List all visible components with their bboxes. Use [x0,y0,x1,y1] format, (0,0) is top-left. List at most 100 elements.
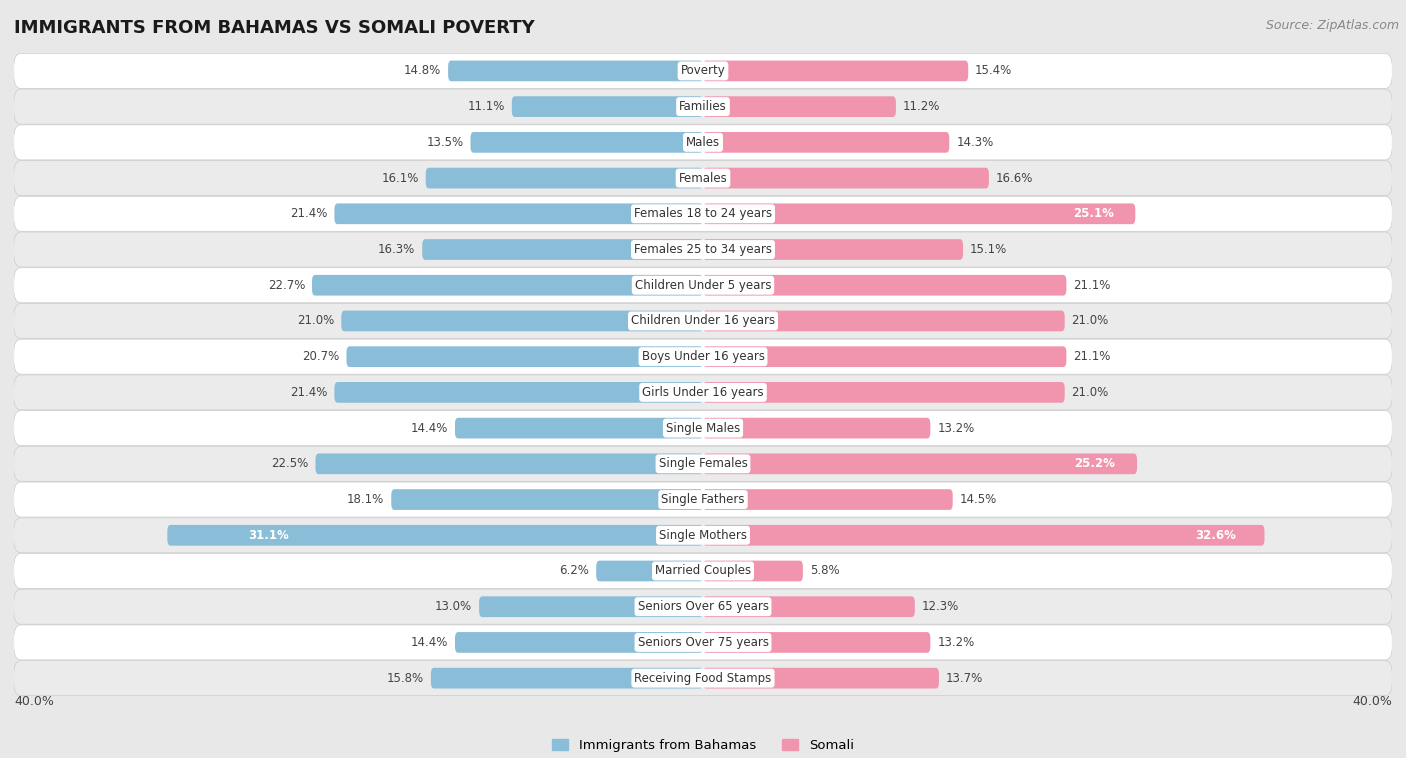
Text: 14.4%: 14.4% [411,421,449,434]
Text: 5.8%: 5.8% [810,565,839,578]
FancyBboxPatch shape [449,61,703,81]
FancyBboxPatch shape [14,518,1392,553]
FancyBboxPatch shape [512,96,703,117]
FancyBboxPatch shape [471,132,703,152]
Text: 11.2%: 11.2% [903,100,941,113]
FancyBboxPatch shape [391,489,703,510]
FancyBboxPatch shape [426,168,703,189]
Text: 13.2%: 13.2% [938,421,974,434]
Text: Single Mothers: Single Mothers [659,529,747,542]
FancyBboxPatch shape [703,61,969,81]
FancyBboxPatch shape [14,411,1392,446]
FancyBboxPatch shape [703,453,1137,475]
FancyBboxPatch shape [456,632,703,653]
Text: 14.5%: 14.5% [960,493,997,506]
Text: 15.8%: 15.8% [387,672,425,684]
Text: Females 18 to 24 years: Females 18 to 24 years [634,207,772,221]
Text: Females: Females [679,171,727,185]
Text: Married Couples: Married Couples [655,565,751,578]
Text: 31.1%: 31.1% [247,529,288,542]
Text: 21.1%: 21.1% [1073,350,1111,363]
Text: 40.0%: 40.0% [14,695,53,708]
Text: Single Females: Single Females [658,457,748,470]
FancyBboxPatch shape [335,382,703,402]
FancyBboxPatch shape [703,240,963,260]
Text: 16.3%: 16.3% [378,243,415,256]
Text: 21.4%: 21.4% [290,386,328,399]
Text: 16.6%: 16.6% [995,171,1033,185]
Legend: Immigrants from Bahamas, Somali: Immigrants from Bahamas, Somali [547,734,859,757]
FancyBboxPatch shape [14,196,1392,231]
Text: 21.0%: 21.0% [297,315,335,327]
FancyBboxPatch shape [703,382,1064,402]
FancyBboxPatch shape [14,482,1392,517]
FancyBboxPatch shape [14,89,1392,124]
Text: 15.1%: 15.1% [970,243,1007,256]
FancyBboxPatch shape [14,339,1392,374]
Text: IMMIGRANTS FROM BAHAMAS VS SOMALI POVERTY: IMMIGRANTS FROM BAHAMAS VS SOMALI POVERT… [14,19,534,37]
Text: Poverty: Poverty [681,64,725,77]
FancyBboxPatch shape [14,232,1392,267]
FancyBboxPatch shape [703,132,949,152]
FancyBboxPatch shape [14,375,1392,410]
Text: Females 25 to 34 years: Females 25 to 34 years [634,243,772,256]
FancyBboxPatch shape [315,453,703,475]
FancyBboxPatch shape [703,96,896,117]
FancyBboxPatch shape [703,168,988,189]
FancyBboxPatch shape [14,303,1392,339]
FancyBboxPatch shape [430,668,703,688]
FancyBboxPatch shape [14,446,1392,481]
FancyBboxPatch shape [456,418,703,438]
FancyBboxPatch shape [703,311,1064,331]
Text: 21.4%: 21.4% [290,207,328,221]
FancyBboxPatch shape [703,561,803,581]
FancyBboxPatch shape [14,625,1392,660]
FancyBboxPatch shape [422,240,703,260]
FancyBboxPatch shape [703,203,1135,224]
FancyBboxPatch shape [14,589,1392,625]
FancyBboxPatch shape [703,597,915,617]
FancyBboxPatch shape [14,53,1392,89]
Text: 14.3%: 14.3% [956,136,994,149]
FancyBboxPatch shape [703,346,1066,367]
Text: Single Fathers: Single Fathers [661,493,745,506]
FancyBboxPatch shape [14,125,1392,160]
FancyBboxPatch shape [479,597,703,617]
Text: Children Under 5 years: Children Under 5 years [634,279,772,292]
Text: 40.0%: 40.0% [1353,695,1392,708]
FancyBboxPatch shape [703,668,939,688]
Text: 25.1%: 25.1% [1073,207,1114,221]
FancyBboxPatch shape [342,311,703,331]
Text: 14.4%: 14.4% [411,636,449,649]
Text: 32.6%: 32.6% [1195,529,1236,542]
Text: 13.0%: 13.0% [434,600,472,613]
Text: 25.2%: 25.2% [1074,457,1115,470]
Text: Receiving Food Stamps: Receiving Food Stamps [634,672,772,684]
Text: 6.2%: 6.2% [560,565,589,578]
Text: 14.8%: 14.8% [404,64,441,77]
Text: 16.1%: 16.1% [381,171,419,185]
Text: Source: ZipAtlas.com: Source: ZipAtlas.com [1265,19,1399,32]
FancyBboxPatch shape [14,661,1392,696]
Text: 15.4%: 15.4% [976,64,1012,77]
Text: 13.2%: 13.2% [938,636,974,649]
Text: Children Under 16 years: Children Under 16 years [631,315,775,327]
Text: Girls Under 16 years: Girls Under 16 years [643,386,763,399]
Text: 21.0%: 21.0% [1071,315,1109,327]
Text: Boys Under 16 years: Boys Under 16 years [641,350,765,363]
FancyBboxPatch shape [703,632,931,653]
Text: 21.1%: 21.1% [1073,279,1111,292]
Text: Seniors Over 75 years: Seniors Over 75 years [637,636,769,649]
FancyBboxPatch shape [167,525,703,546]
Text: 22.7%: 22.7% [267,279,305,292]
Text: 12.3%: 12.3% [922,600,959,613]
Text: 11.1%: 11.1% [468,100,505,113]
FancyBboxPatch shape [14,268,1392,302]
Text: Males: Males [686,136,720,149]
Text: 13.7%: 13.7% [946,672,983,684]
FancyBboxPatch shape [335,203,703,224]
Text: Single Males: Single Males [666,421,740,434]
Text: 22.5%: 22.5% [271,457,308,470]
FancyBboxPatch shape [14,161,1392,196]
FancyBboxPatch shape [596,561,703,581]
